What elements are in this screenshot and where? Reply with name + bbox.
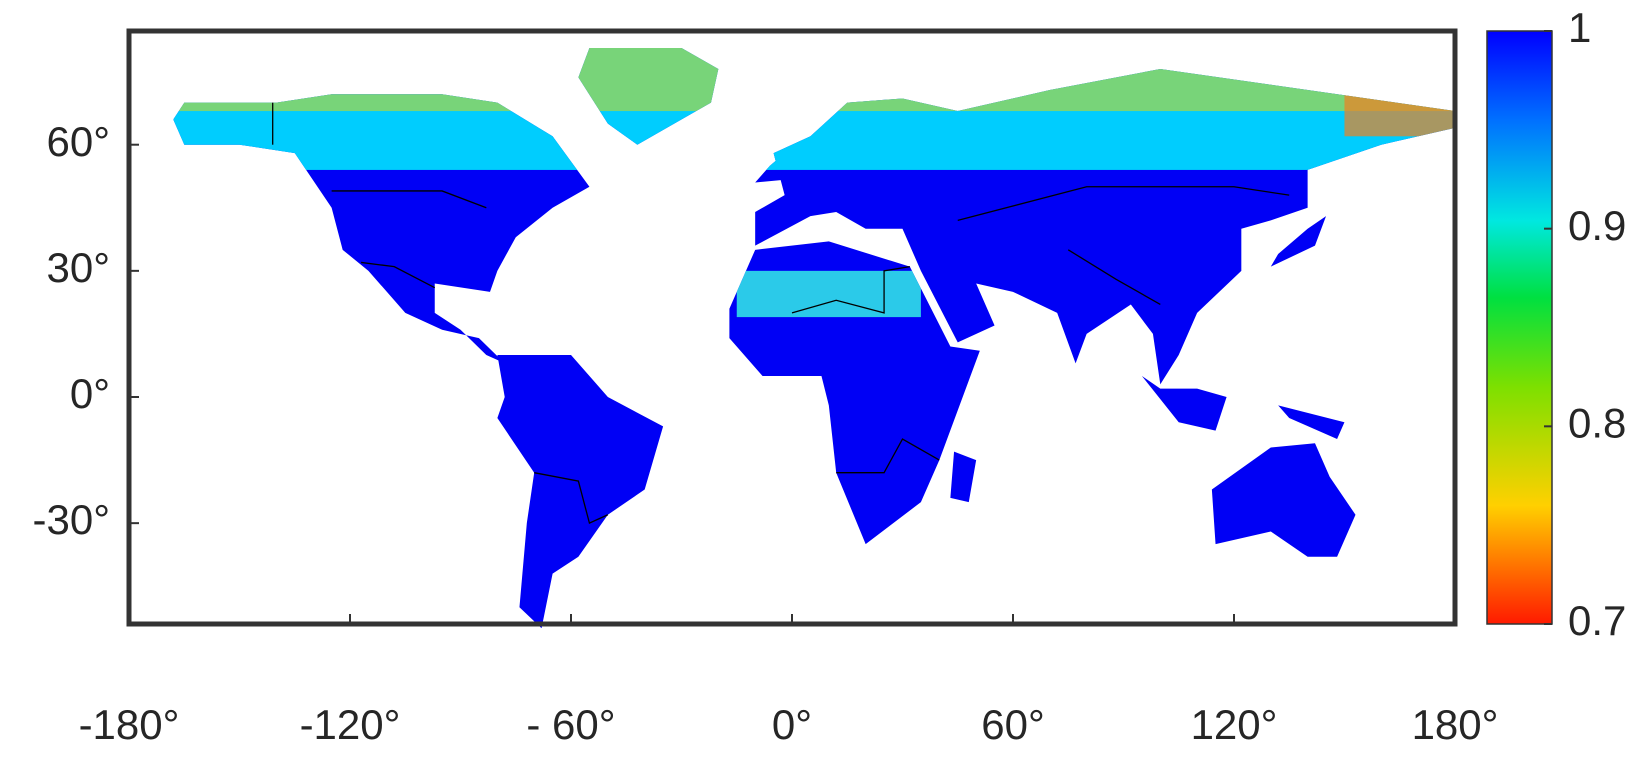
y-tick-label: -30° bbox=[33, 496, 111, 543]
y-tick-label: 60° bbox=[46, 118, 110, 165]
land-field bbox=[173, 47, 1455, 629]
colorbar bbox=[1486, 30, 1553, 625]
x-tick-label: 60° bbox=[981, 701, 1045, 748]
y-tick-label: 30° bbox=[46, 244, 110, 291]
colorbar-tick-label: 0.9 bbox=[1568, 202, 1626, 249]
y-tick-label: 0° bbox=[70, 370, 110, 417]
x-tick-label: -120° bbox=[300, 701, 401, 748]
x-tick-label: - 60° bbox=[526, 701, 615, 748]
x-tick-label: -180° bbox=[79, 701, 180, 748]
x-tick-label: 120° bbox=[1191, 701, 1278, 748]
colorbar-tick-label: 1 bbox=[1568, 4, 1591, 51]
colorbar-tick-label: 0.8 bbox=[1568, 399, 1626, 446]
x-tick-label: 180° bbox=[1412, 701, 1499, 748]
ticks: -180° -120° - 60° 0° 60° 120° 180° -30° 0° 30° 60°… bbox=[33, 4, 1627, 748]
x-tick-label: 0° bbox=[772, 701, 812, 748]
colorbar-tick-label: 0.7 bbox=[1568, 597, 1626, 644]
